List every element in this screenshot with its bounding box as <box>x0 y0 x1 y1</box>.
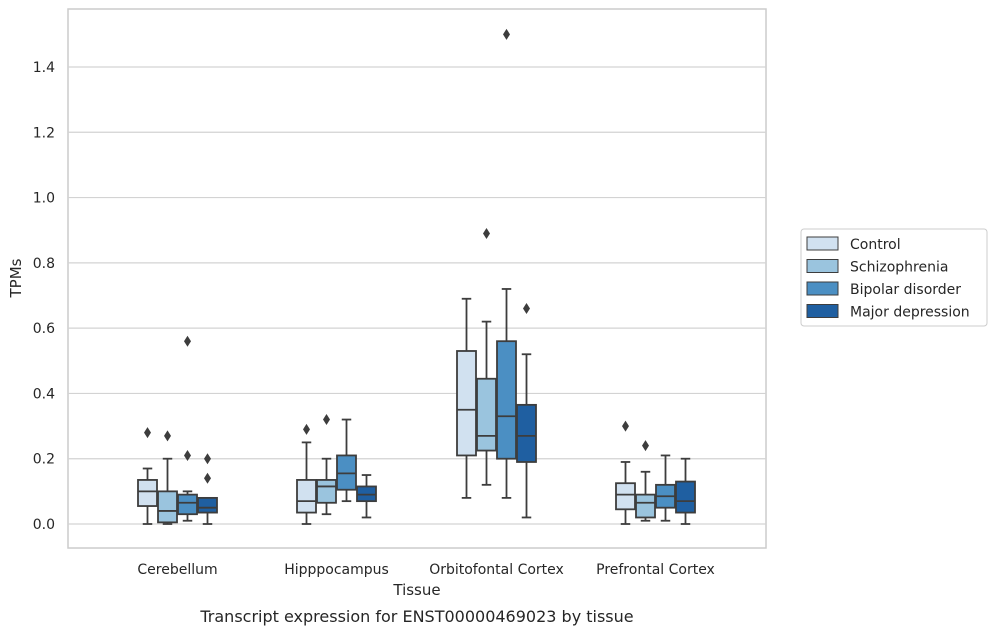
box-iqr <box>675 480 696 514</box>
plot-area <box>67 8 767 549</box>
box-3-1 <box>635 440 656 522</box>
legend-swatch <box>806 281 839 296</box>
legend-label: Schizophrenia <box>850 260 948 276</box>
x-tick-label: Cerebellum <box>137 562 217 578</box>
legend: Control Schizophrenia Bipolar disorder Majo… <box>800 228 988 327</box>
y-tick-label: 0.8 <box>33 256 55 272</box>
box-1-2 <box>336 418 357 503</box>
box-iqr <box>137 479 158 507</box>
box-iqr <box>157 490 178 524</box>
outlier-point <box>303 423 310 435</box>
outlier-point <box>184 449 191 461</box>
outlier-point <box>622 420 629 432</box>
box-3-0 <box>615 420 636 525</box>
box-iqr <box>316 479 337 504</box>
box-iqr <box>615 482 636 511</box>
box-iqr <box>197 496 218 514</box>
outlier-point <box>503 28 510 40</box>
x-tick-label: Orbitofontal Cortex <box>429 562 564 578</box>
y-tick-label: 1.0 <box>33 191 55 207</box>
legend-swatch <box>806 259 839 273</box>
box-1-3 <box>356 474 377 519</box>
box-iqr <box>516 403 537 463</box>
legend-swatch <box>806 304 839 318</box>
outlier-point <box>523 303 530 315</box>
chart-caption: Transcript expression for ENST0000046902… <box>199 607 633 626</box>
box-iqr <box>476 377 497 452</box>
y-tick-label: 0.2 <box>33 452 55 468</box>
y-tick-label: 1.4 <box>33 60 55 76</box>
outlier-point <box>483 227 490 239</box>
box-3-3 <box>675 457 696 525</box>
y-tick-label: 0.4 <box>33 386 55 402</box>
gridlines <box>68 66 766 525</box>
outlier-point <box>204 453 211 465</box>
x-tick-labels: Cerebellum Hipppocampus Orbitofontal Corte… <box>137 562 714 578</box>
legend-label: Major depression <box>850 305 970 321</box>
outlier-point <box>144 427 151 439</box>
outlier-point <box>642 440 649 452</box>
outlier-point <box>184 335 191 347</box>
outlier-point <box>164 430 171 442</box>
x-tick-label: Prefrontal Cortex <box>596 562 715 578</box>
box-2-2 <box>496 28 517 499</box>
outlier-point <box>323 414 330 426</box>
x-axis-label: Tissue <box>392 581 440 599</box>
box-0-3 <box>197 453 218 525</box>
x-tick-label: Hipppocampus <box>284 562 389 578</box>
box-iqr <box>456 350 477 457</box>
outlier-point <box>204 472 211 484</box>
box-3-2 <box>655 454 676 522</box>
legend-frame <box>800 228 988 327</box>
box-0-0 <box>137 427 158 525</box>
box-1-0 <box>296 423 317 525</box>
y-tick-label: 0.0 <box>33 517 55 533</box>
box-iqr <box>296 479 317 514</box>
legend-swatch <box>806 236 839 251</box>
box-0-2 <box>177 335 198 522</box>
y-tick-label: 1.2 <box>33 125 55 141</box>
y-tick-label: 0.6 <box>33 321 55 337</box>
box-0-1 <box>157 430 178 525</box>
box-iqr <box>635 493 656 519</box>
box-groups <box>137 28 696 525</box>
legend-label: Control <box>850 237 901 253</box>
box-2-3 <box>516 303 537 519</box>
box-2-0 <box>456 297 477 499</box>
y-tick-labels: 0.0 0.2 0.4 0.6 0.8 1.0 1.2 1.4 <box>33 60 55 533</box>
box-2-1 <box>476 227 497 486</box>
y-axis-label: TPMs <box>7 258 25 298</box>
box-1-1 <box>316 414 337 516</box>
legend-label: Bipolar disorder <box>850 282 961 298</box>
box-iqr <box>496 340 517 460</box>
legend-items: Control Schizophrenia Bipolar disorder Majo… <box>806 236 970 321</box>
box-iqr <box>177 493 198 516</box>
